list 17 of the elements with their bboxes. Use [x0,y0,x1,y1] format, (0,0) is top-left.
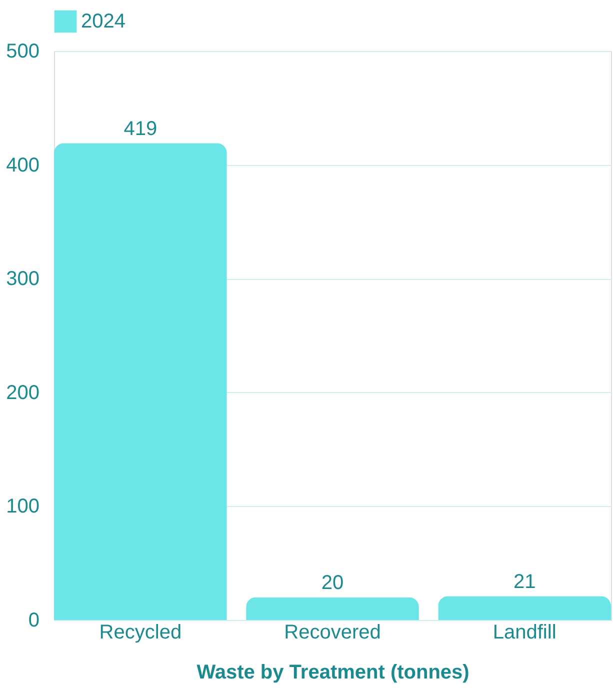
y-tick-label: 100 [6,496,40,518]
x-tick-label: Recycled [99,622,182,644]
bar [246,597,419,620]
bar [54,143,227,620]
y-tick-label: 200 [6,382,40,404]
legend-label: 2024 [81,10,126,32]
y-tick-label: 0 [28,610,40,632]
x-tick-label: Recovered [284,622,381,644]
x-tick-label: Landfill [492,622,556,644]
bar [438,596,611,620]
y-tick-label: 400 [6,154,40,176]
data-label: 21 [513,571,536,594]
y-tick-label: 500 [6,40,40,62]
data-label: 419 [124,118,158,140]
y-tick-label: 300 [6,268,40,290]
x-axis-title: Waste by Treatment (tonnes) [196,662,470,684]
data-label: 20 [321,572,344,594]
